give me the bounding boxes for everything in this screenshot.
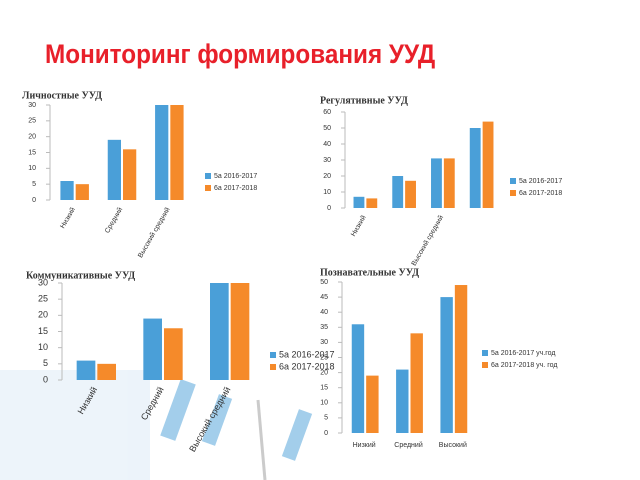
y-tick-label: 30 — [323, 157, 331, 164]
slide-title: Мониторинг формирования УУД — [45, 40, 435, 69]
decor-bar — [201, 394, 233, 446]
bar — [440, 297, 453, 433]
bar — [482, 121, 494, 208]
x-tick-label: Высокий — [439, 441, 467, 449]
y-tick-label: 10 — [320, 400, 328, 407]
legend-swatch — [482, 350, 488, 356]
bar — [210, 283, 229, 380]
bar — [353, 196, 365, 208]
legend-swatch — [270, 364, 276, 370]
legend-swatch — [205, 173, 211, 179]
y-tick-label: 25 — [320, 354, 328, 361]
y-tick-label: 20 — [320, 369, 328, 376]
y-tick-label: 5 — [324, 415, 328, 422]
y-tick-label: 0 — [327, 205, 331, 212]
y-tick-label: 5 — [43, 358, 48, 368]
bar — [75, 184, 89, 200]
bar — [366, 375, 379, 433]
y-tick-label: 20 — [38, 310, 48, 320]
y-tick-label: 25 — [28, 118, 36, 125]
bar — [454, 285, 468, 433]
y-tick-label: 15 — [38, 326, 48, 336]
y-tick-label: 50 — [323, 125, 331, 132]
y-tick-label: 60 — [323, 109, 331, 116]
y-tick-label: 20 — [323, 173, 331, 180]
legend-label: 6а 2017-2018 — [519, 190, 562, 197]
decor-panel — [0, 370, 150, 480]
y-tick-label: 30 — [28, 102, 36, 109]
legend-label: 5а 2016-2017 уч.год — [491, 350, 555, 357]
chart-title: Познавательные УУД — [320, 267, 419, 278]
y-tick-label: 10 — [38, 342, 48, 352]
chart: Познавательные УУД 0 5 10 15 20 25 30 35 40 45 50 Ни… — [320, 267, 557, 449]
y-tick-label: 25 — [38, 294, 48, 304]
decor-bar — [281, 409, 313, 461]
bar — [396, 369, 409, 433]
y-tick-label: 0 — [43, 374, 48, 384]
legend-label: 6а 2017-2018 — [279, 361, 335, 371]
y-tick-label: 15 — [320, 385, 328, 392]
bar — [76, 360, 96, 380]
y-tick-label: 10 — [323, 189, 331, 196]
bar — [351, 324, 365, 433]
bar — [405, 180, 416, 208]
legend-label: 5а 2016-2017 — [279, 349, 335, 359]
bar — [164, 328, 183, 380]
bar — [431, 158, 442, 208]
y-tick-label: 10 — [28, 165, 36, 172]
chart-title: Личностные УУД — [22, 90, 102, 101]
y-tick-label: 35 — [320, 324, 328, 331]
y-tick-label: 50 — [320, 279, 328, 286]
y-tick-label: 40 — [320, 309, 328, 316]
x-tick-label: Средний — [394, 441, 423, 449]
decor-pen — [256, 399, 267, 480]
bar — [97, 363, 116, 380]
legend-label: 5а 2016-2017 — [214, 173, 257, 180]
legend-swatch — [270, 352, 276, 358]
y-tick-label: 5 — [32, 181, 36, 188]
y-tick-label: 30 — [38, 277, 48, 287]
bar — [123, 149, 137, 200]
x-tick-label: Средний — [103, 206, 124, 235]
y-tick-label: 0 — [324, 430, 328, 437]
y-tick-label: 30 — [320, 339, 328, 346]
bar — [170, 105, 184, 200]
legend-label: 5а 2016-2017 — [519, 178, 562, 185]
legend-label: 6а 2017-2018 уч. год — [491, 362, 557, 369]
chart: Личностные УУД 0 5 10 15 20 25 30 Низкий Средний В… — [22, 90, 257, 259]
bar — [469, 128, 481, 208]
x-tick-label: Высокий средний — [136, 206, 171, 259]
chart: Регулятивные УУД 0 10 20 30 40 50 60 Низкий Высок… — [320, 95, 562, 267]
bar — [392, 176, 404, 208]
y-tick-label: 45 — [320, 294, 328, 301]
y-tick-label: 15 — [28, 149, 36, 156]
bar — [230, 283, 250, 380]
decor-bar — [160, 379, 196, 441]
bar — [60, 181, 74, 200]
x-tick-label: Низкий — [349, 214, 368, 238]
decoration — [0, 370, 313, 480]
legend-swatch — [510, 190, 516, 196]
legend-swatch — [482, 362, 488, 368]
legend-label: 6а 2017-2018 — [214, 185, 257, 192]
legend-swatch — [205, 185, 211, 191]
y-tick-label: 20 — [28, 134, 36, 141]
bar — [443, 158, 455, 208]
y-tick-label: 40 — [323, 141, 331, 148]
bar — [107, 139, 121, 200]
bar — [366, 198, 378, 208]
chart-title: Регулятивные УУД — [320, 95, 408, 106]
bar — [410, 333, 423, 433]
bar — [143, 318, 162, 380]
x-tick-label: Высокий средний — [410, 214, 445, 267]
bar — [155, 105, 169, 200]
chart-title: Коммуникативные УУД — [26, 270, 135, 281]
x-tick-label: Низкий — [353, 441, 376, 449]
y-tick-label: 0 — [32, 197, 36, 204]
legend-swatch — [510, 178, 516, 184]
x-tick-label: Низкий — [59, 206, 78, 230]
